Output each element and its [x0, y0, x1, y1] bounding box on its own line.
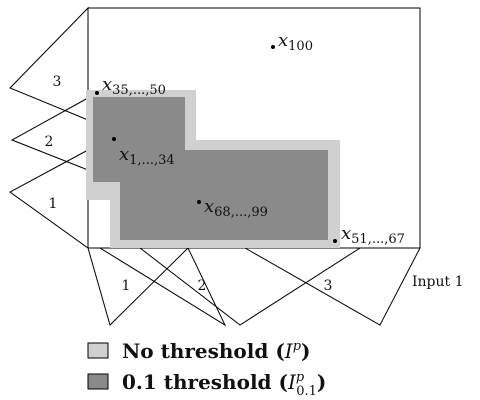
left-triangle-3: [10, 8, 88, 120]
bottom-triangle-label-2: 2: [198, 278, 207, 294]
input-1-label: Input 1: [412, 274, 464, 290]
bottom-triangle-1: [88, 248, 188, 325]
point-x68-99: [197, 200, 201, 204]
legend-item-no-threshold: No threshold (Ip): [122, 339, 311, 363]
point-x51-67: [333, 239, 337, 243]
bottom-triangle-3: [245, 248, 420, 325]
point-x100: [271, 45, 275, 49]
left-triangle-label-3: 3: [53, 74, 62, 90]
bottom-triangle-label-3: 3: [324, 278, 333, 294]
left-triangle-label-2: 2: [45, 134, 54, 150]
legend: No threshold (Ip) 0.1 threshold (Ip 0.1): [88, 339, 326, 399]
legend-item-0.1-threshold: 0.1 threshold (Ip 0.1): [122, 370, 326, 399]
point-x1-34: [112, 137, 116, 141]
legend-swatch-no-threshold: [88, 343, 108, 358]
left-triangle-label-1: 1: [49, 196, 58, 212]
legend-swatch-0.1-threshold: [88, 374, 108, 389]
bottom-triangle-label-1: 1: [122, 278, 131, 294]
point-x35-50: [95, 91, 99, 95]
